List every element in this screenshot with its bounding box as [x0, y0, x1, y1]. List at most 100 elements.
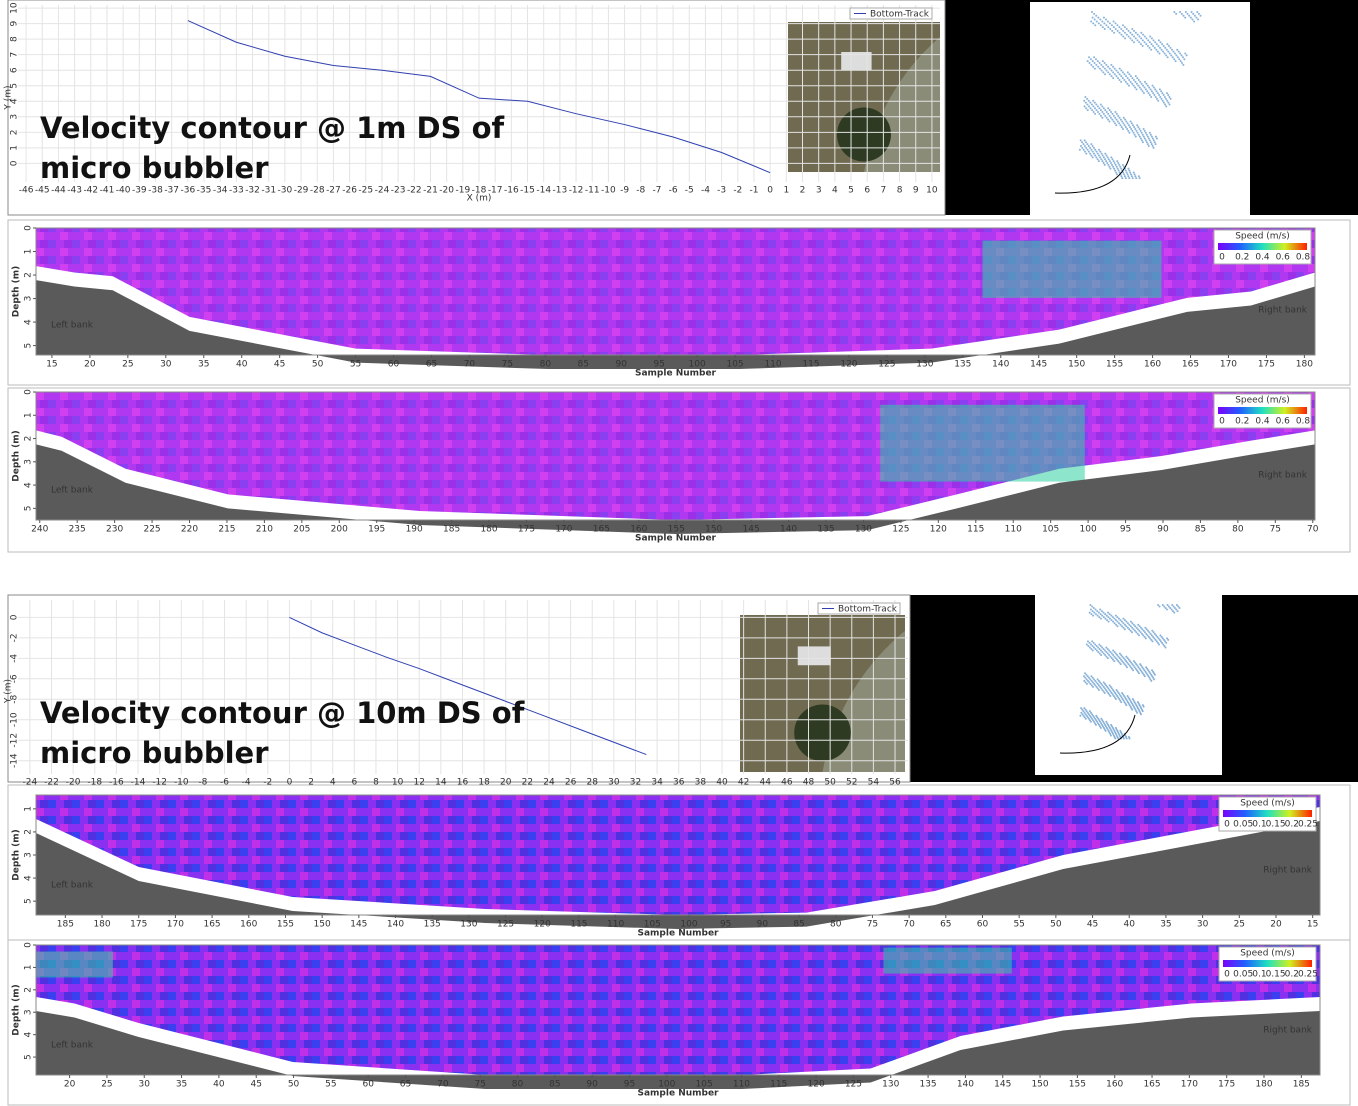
x-tick-label: 150 [314, 920, 331, 930]
profile-dot [1153, 39, 1155, 41]
profile-dot [1089, 612, 1091, 614]
profile-dot [1094, 62, 1096, 64]
x-tick-label: 125 [497, 920, 514, 930]
profile-dot [1094, 113, 1096, 115]
x-tick-label: 3 [816, 186, 822, 196]
profile-dot [1105, 19, 1107, 21]
profile-dot [1098, 643, 1100, 645]
profile-dot [1097, 17, 1099, 19]
profile-dot [1137, 633, 1139, 635]
profile-dot [1115, 70, 1117, 72]
profile-dot [1130, 173, 1132, 175]
profile-dot [1153, 87, 1155, 89]
profile-dot [1104, 109, 1106, 111]
profile-dot [1148, 631, 1150, 633]
profile-dot [1152, 640, 1154, 642]
profile-dot [1139, 625, 1141, 627]
x-tick-label: 60 [362, 1080, 374, 1090]
profile-dot [1157, 45, 1159, 47]
profile-dot [1090, 143, 1092, 145]
colorbar-tick-label: 0 [1224, 820, 1230, 830]
profile-dot [1143, 706, 1145, 708]
profile-dot [1155, 143, 1157, 145]
x-tick-label: 0 [767, 186, 773, 196]
profile-dot [1102, 66, 1104, 68]
x-tick-label: 40 [236, 360, 248, 370]
colorbar-tick-label: 0 [1219, 417, 1225, 427]
profile-dot [1114, 122, 1116, 124]
colorbar-tick-label: 0.2 [1285, 970, 1299, 980]
profile-dot [1163, 606, 1165, 608]
y-tick-label: 5 [24, 343, 34, 349]
y-tick-label: -10 [10, 712, 20, 727]
colorbar-tick-label: 0.25 [1298, 820, 1318, 830]
profile-dot [1181, 13, 1183, 15]
profile-dot [1101, 651, 1103, 653]
profile-dot [1127, 77, 1129, 79]
profile-dot [1100, 64, 1102, 66]
profile-dot [1133, 624, 1135, 626]
profile-dot [1084, 677, 1086, 679]
x-tick-label: 50 [312, 360, 324, 370]
profile-dot [1150, 96, 1152, 98]
profile-dot [1085, 681, 1087, 683]
profile-dot [1085, 153, 1087, 155]
profile-dot [1125, 120, 1127, 122]
profile-dot [1104, 153, 1106, 155]
profile-dot [1155, 90, 1157, 92]
profile-dot [1100, 613, 1102, 615]
profile-dot [1085, 674, 1087, 676]
x-tick-label: -10 [601, 186, 616, 196]
profile-dot [1140, 137, 1142, 139]
profile-dot [1087, 109, 1089, 111]
profile-dot [1175, 609, 1177, 611]
x-tick-label: 160 [240, 920, 257, 930]
profile-dot [1095, 15, 1097, 17]
profile-dot [1116, 621, 1118, 623]
profile-dot [1138, 630, 1140, 632]
profile-dot [1099, 609, 1101, 611]
profile-dot [1131, 122, 1133, 124]
profile-dot [1117, 115, 1119, 117]
x-tick-label: 140 [780, 525, 797, 535]
profile-dot [1194, 15, 1196, 17]
profile-dot [1097, 60, 1099, 62]
profile-dot [1142, 90, 1144, 92]
profile-dot [1122, 128, 1124, 130]
profile-dot [1096, 650, 1098, 652]
x-tick-label: 8 [897, 186, 903, 196]
profile-dot [1130, 621, 1132, 623]
x-tick-label: 40 [1124, 920, 1136, 930]
profile-dot [1128, 73, 1130, 75]
profile-dot [1104, 654, 1106, 656]
y-tick-label: 2 [24, 829, 34, 835]
profile-dot [1154, 41, 1156, 43]
profile-dot [1127, 130, 1129, 132]
profile-dot [1092, 156, 1094, 158]
profile-dot [1161, 43, 1163, 45]
profile-dot [1090, 648, 1092, 650]
profile-dot [1146, 37, 1148, 39]
profile-dot [1079, 149, 1081, 151]
profile-dot [1105, 651, 1107, 653]
x-tick-label: 85 [1195, 525, 1206, 535]
profile-dot [1101, 20, 1103, 22]
profile-dot [1166, 609, 1168, 611]
x-tick-label: -2 [733, 186, 742, 196]
profile-dot [1181, 62, 1183, 64]
x-tick-label: 30 [160, 360, 172, 370]
profile-dot [1138, 36, 1140, 38]
profile-dot [1128, 36, 1130, 38]
profile-dot [1114, 737, 1116, 739]
x-tick-label: 4 [832, 186, 838, 196]
x-tick-label: 140 [992, 360, 1009, 370]
profile-dot [1083, 675, 1085, 677]
profile-dot [1144, 627, 1146, 629]
profile-dot [1135, 75, 1137, 77]
y-tick-label: -12 [10, 733, 20, 748]
profile-dot [1173, 612, 1175, 614]
profile-dot [1115, 124, 1117, 126]
profile-dot [1086, 143, 1088, 145]
x-tick-label: -46 [19, 186, 34, 196]
profile-dot [1085, 107, 1087, 109]
